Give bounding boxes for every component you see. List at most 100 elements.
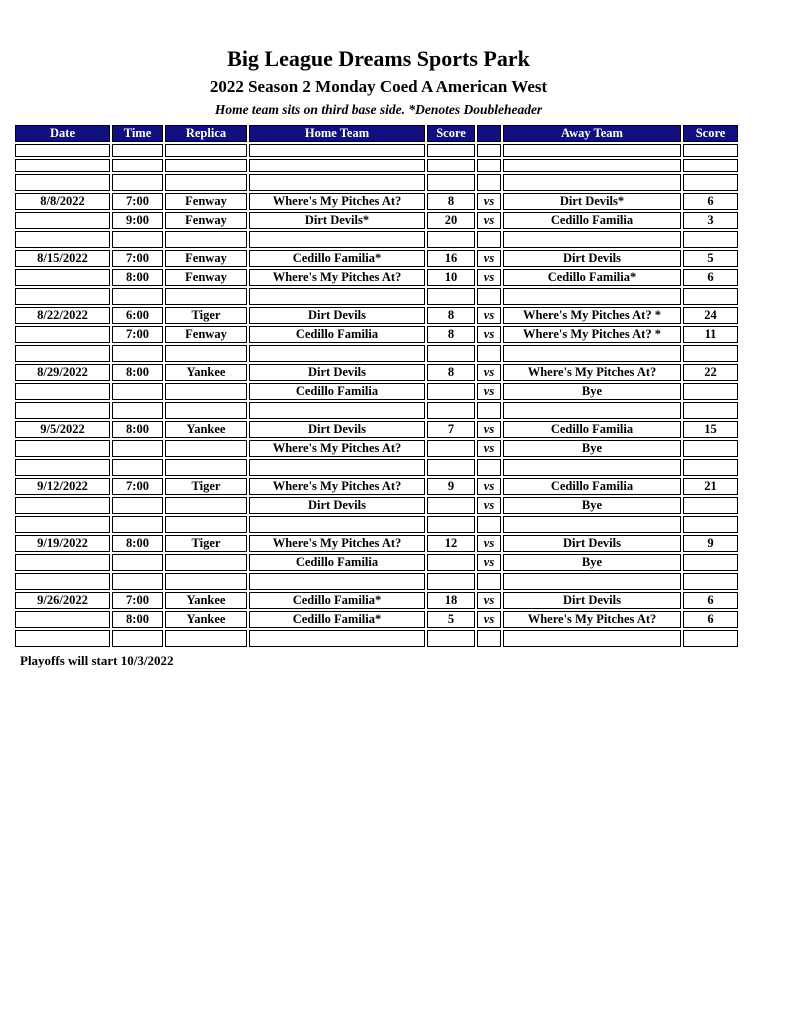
empty-cell — [477, 159, 501, 172]
date-cell: 9/12/2022 — [15, 478, 110, 495]
replica-cell: Fenway — [165, 250, 247, 267]
separator-row — [15, 630, 738, 647]
separator-cell — [503, 402, 681, 419]
home-score-cell: 8 — [427, 193, 475, 210]
date-cell: 9/19/2022 — [15, 535, 110, 552]
time-cell: 9:00 — [112, 212, 163, 229]
separator-cell — [503, 231, 681, 248]
home-score-cell: 18 — [427, 592, 475, 609]
page-note: Home team sits on third base side. *Deno… — [214, 102, 543, 117]
empty-cell — [249, 159, 425, 172]
away-score-cell: 24 — [683, 307, 738, 324]
date-cell: 9/26/2022 — [15, 592, 110, 609]
away-team-cell: Dirt Devils — [503, 535, 681, 552]
separator-cell — [165, 345, 247, 362]
time-cell: 7:00 — [112, 592, 163, 609]
time-cell: 7:00 — [112, 250, 163, 267]
replica-cell: Fenway — [165, 269, 247, 286]
separator-cell — [503, 516, 681, 533]
home-team-cell: Where's My Pitches At? — [249, 440, 425, 457]
away-score-cell — [683, 497, 738, 514]
home-score-cell: 12 — [427, 535, 475, 552]
vs-cell: vs — [477, 421, 501, 438]
empty-cell — [477, 144, 501, 157]
separator-row — [15, 231, 738, 248]
away-score-cell: 5 — [683, 250, 738, 267]
game-row: 8/15/2022 7:00 Fenway Cedillo Familia* 16 vs D… — [15, 250, 738, 267]
separator-cell — [249, 402, 425, 419]
separator-cell — [112, 630, 163, 647]
date-cell — [15, 497, 110, 514]
separator-cell — [503, 174, 681, 191]
game-row: 8:00 Yankee Cedillo Familia* 5 vs Where's My … — [15, 611, 738, 628]
home-score-cell: 9 — [427, 478, 475, 495]
separator-cell — [503, 459, 681, 476]
date-cell — [15, 383, 110, 400]
separator-cell — [477, 288, 501, 305]
home-team-cell: Cedillo Familia — [249, 554, 425, 571]
col-header-vs — [477, 125, 501, 142]
separator-cell — [683, 345, 738, 362]
separator-row — [15, 573, 738, 590]
separator-row — [15, 459, 738, 476]
separator-cell — [683, 630, 738, 647]
home-team-cell: Cedillo Familia — [249, 326, 425, 343]
away-team-cell: Bye — [503, 497, 681, 514]
document-header: Big League Dreams Sports Park 2022 Seaso… — [15, 46, 742, 118]
away-score-cell: 6 — [683, 592, 738, 609]
separator-cell — [503, 573, 681, 590]
vs-cell: vs — [477, 592, 501, 609]
replica-cell — [165, 440, 247, 457]
home-score-cell: 20 — [427, 212, 475, 229]
date-cell — [15, 326, 110, 343]
separator-cell — [249, 174, 425, 191]
separator-cell — [477, 630, 501, 647]
separator-cell — [15, 402, 110, 419]
away-score-cell: 15 — [683, 421, 738, 438]
separator-cell — [477, 174, 501, 191]
vs-cell: vs — [477, 364, 501, 381]
replica-cell: Tiger — [165, 535, 247, 552]
time-cell: 8:00 — [112, 421, 163, 438]
separator-cell — [249, 516, 425, 533]
replica-cell: Yankee — [165, 421, 247, 438]
page-subtitle: 2022 Season 2 Monday Coed A American Wes… — [209, 77, 548, 96]
separator-cell — [165, 231, 247, 248]
separator-cell — [427, 288, 475, 305]
home-team-cell: Dirt Devils — [249, 497, 425, 514]
bye-row: Cedillo Familia vs Bye — [15, 383, 738, 400]
separator-cell — [15, 573, 110, 590]
away-team-cell: Where's My Pitches At? — [503, 611, 681, 628]
date-cell: 8/22/2022 — [15, 307, 110, 324]
separator-cell — [249, 231, 425, 248]
separator-cell — [112, 459, 163, 476]
separator-cell — [249, 573, 425, 590]
time-cell: 8:00 — [112, 535, 163, 552]
separator-cell — [249, 630, 425, 647]
vs-cell: vs — [477, 611, 501, 628]
home-score-cell — [427, 440, 475, 457]
home-team-cell: Dirt Devils* — [249, 212, 425, 229]
home-team-cell: Where's My Pitches At? — [249, 535, 425, 552]
home-team-cell: Cedillo Familia — [249, 383, 425, 400]
home-score-cell: 16 — [427, 250, 475, 267]
separator-cell — [165, 630, 247, 647]
separator-cell — [112, 573, 163, 590]
schedule-document: Big League Dreams Sports Park 2022 Seaso… — [15, 46, 742, 668]
date-cell — [15, 212, 110, 229]
separator-cell — [427, 459, 475, 476]
separator-cell — [249, 345, 425, 362]
time-cell — [112, 497, 163, 514]
empty-cell — [249, 144, 425, 157]
separator-cell — [15, 231, 110, 248]
separator-cell — [503, 630, 681, 647]
game-row: 8:00 Fenway Where's My Pitches At? 10 vs Cedi… — [15, 269, 738, 286]
empty-row — [15, 144, 738, 157]
empty-cell — [683, 144, 738, 157]
separator-cell — [112, 402, 163, 419]
separator-cell — [15, 174, 110, 191]
time-cell — [112, 383, 163, 400]
empty-cell — [427, 144, 475, 157]
away-team-cell: Cedillo Familia — [503, 478, 681, 495]
vs-cell: vs — [477, 269, 501, 286]
